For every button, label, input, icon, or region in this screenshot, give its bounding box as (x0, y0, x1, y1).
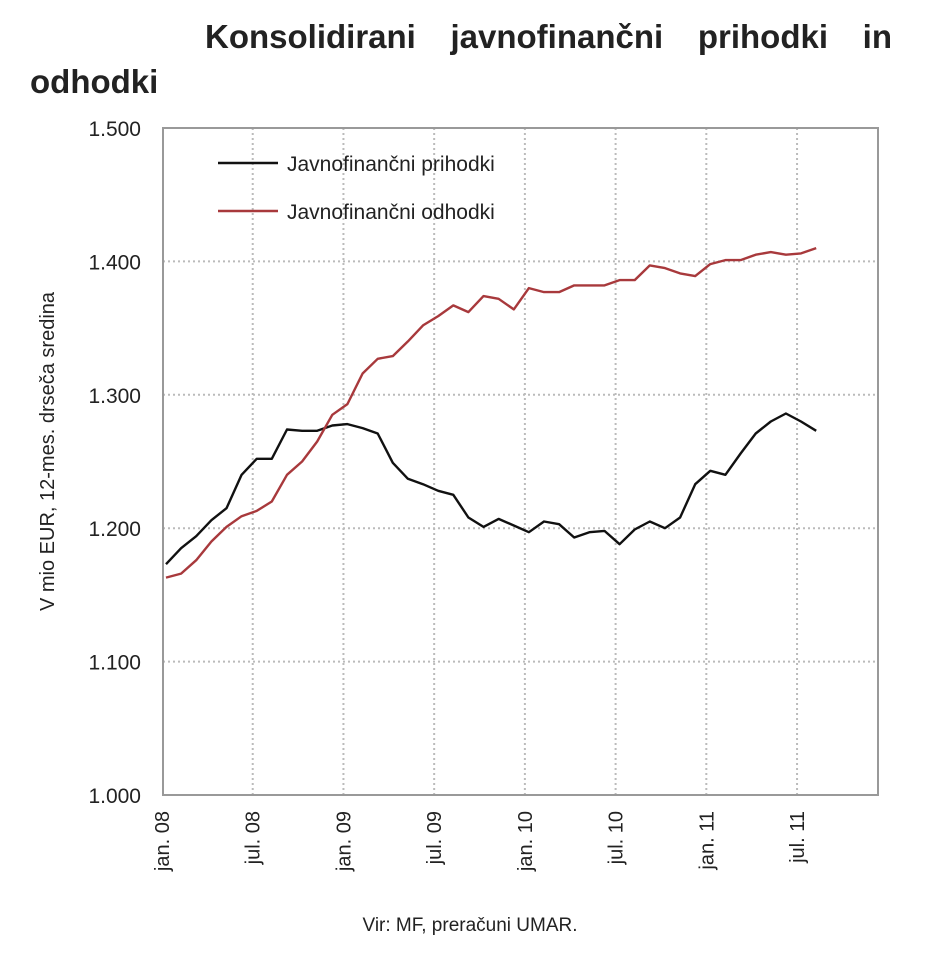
source-note: Vir: MF, preračuni UMAR. (362, 915, 578, 936)
chart-title: Konsolidirani javnofinančni prihodki in … (30, 18, 892, 100)
series-line-2 (165, 246, 817, 579)
y-tick-label: 1.400 (88, 251, 141, 274)
legend-label: Javnofinančni prihodki (287, 153, 495, 176)
y-tick-label: 1.100 (88, 652, 141, 675)
x-tick-label: jan. 08 (152, 811, 174, 872)
x-tick-label: jul. 09 (424, 811, 446, 865)
y-tick-label: 1.000 (88, 785, 141, 808)
x-tick-label: jan. 09 (333, 811, 355, 872)
y-tick-label: 1.300 (88, 385, 141, 408)
y-tick-label: 1.500 (88, 118, 141, 141)
y-axis-label: V mio EUR, 12-mes. drseča sredina (37, 291, 59, 611)
x-tick-label: jul. 10 (606, 811, 628, 865)
x-tick-label: jan. 11 (696, 811, 718, 871)
x-tick-label: jul. 08 (243, 811, 265, 865)
x-tick-label: jan. 10 (515, 811, 537, 872)
legend-label: Javnofinančni odhodki (287, 201, 495, 224)
series-line-1 (165, 412, 817, 566)
y-tick-label: 1.200 (88, 518, 141, 541)
x-tick-label: jul. 11 (787, 811, 809, 864)
plot-frame (162, 127, 879, 796)
